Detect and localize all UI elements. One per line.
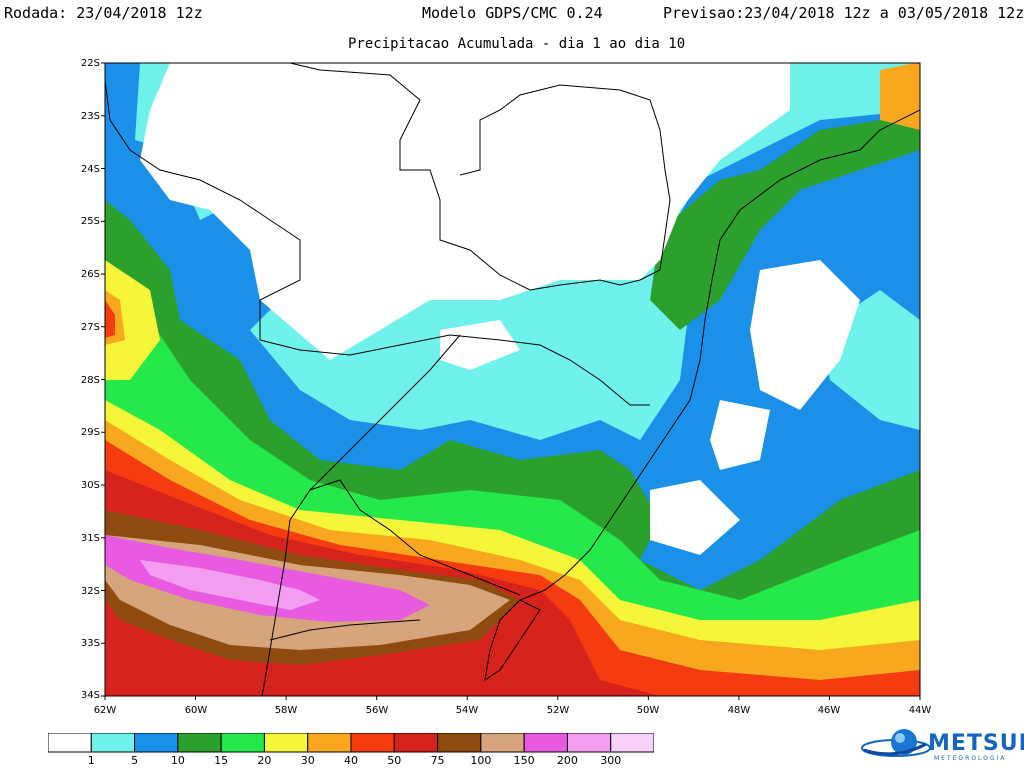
lat-label: 22S <box>80 58 100 69</box>
coastline <box>519 109 920 601</box>
lat-label: 29S <box>80 427 100 438</box>
legend-swatch <box>523 733 568 753</box>
legend-swatch <box>566 733 612 753</box>
legend-swatch <box>307 733 352 753</box>
legend-swatch <box>263 733 309 753</box>
legend-swatch <box>90 733 136 753</box>
legend-label: 100 <box>470 754 492 767</box>
lon-label: 50W <box>636 705 660 716</box>
legend-swatch <box>437 733 482 753</box>
legend-label: 75 <box>430 754 445 767</box>
region-magenta <box>105 535 430 622</box>
region-yellow <box>105 260 160 380</box>
legend-swatch <box>610 733 654 753</box>
lat-label: 30S <box>80 480 100 491</box>
legend-label: 15 <box>214 754 229 767</box>
region-dry <box>140 63 790 360</box>
lat-label: 28S <box>80 375 100 386</box>
header-run: Rodada: 23/04/2018 12z <box>4 4 203 22</box>
lat-label: 27S <box>80 322 100 333</box>
legend-colorbar <box>48 733 654 753</box>
legend-label: 30 <box>300 754 315 767</box>
lat-label: 23S <box>80 111 100 122</box>
map-subtitle: Precipitacao Acumulada - dia 1 ao dia 10 <box>348 36 686 52</box>
brand-name: METSUL <box>928 731 1024 756</box>
lon-label: 58W <box>274 705 298 716</box>
border-uruguay-brazil <box>309 479 521 596</box>
lat-label: 32S <box>80 586 100 597</box>
lat-label: 25S <box>80 216 100 227</box>
header-forecast: Previsao:23/04/2018 12z a 03/05/2018 12z <box>663 4 1024 22</box>
legend-label: 5 <box>131 754 139 767</box>
lon-label: 46W <box>817 705 841 716</box>
legend-label: 50 <box>387 754 402 767</box>
legend-swatch <box>48 733 92 753</box>
header-model: Modelo GDPS/CMC 0.24 <box>422 4 603 22</box>
legend-swatch <box>220 733 265 753</box>
lat-label: 26S <box>80 269 100 280</box>
legend-label: 150 <box>513 754 535 767</box>
region-pink <box>140 560 320 610</box>
lon-label: 56W <box>365 705 389 716</box>
legend-swatch <box>350 733 395 753</box>
legend-label: 1 <box>87 754 95 767</box>
legend-label: 40 <box>344 754 358 767</box>
metsul-logo-icon <box>861 729 931 757</box>
legend-swatch <box>393 733 439 753</box>
lat-label: 33S <box>80 638 100 649</box>
lon-label: 48W <box>727 705 751 716</box>
legend-swatch <box>480 733 525 753</box>
lat-label: 34S <box>80 690 100 701</box>
river-plate <box>269 619 421 641</box>
legend-swatch <box>177 733 222 753</box>
lagoa-dos-patos <box>484 599 541 682</box>
lon-label: 60W <box>184 705 208 716</box>
lat-label: 24S <box>80 164 100 175</box>
legend-label: 200 <box>556 754 578 767</box>
precipitation-map <box>101 62 921 700</box>
brand-tagline: METEOROLOGIA <box>934 755 1007 762</box>
lon-label: 62W <box>93 705 117 716</box>
legend-label: 10 <box>170 754 185 767</box>
legend-label: 20 <box>257 754 272 767</box>
lon-label: 52W <box>546 705 570 716</box>
legend-swatch <box>134 733 179 753</box>
lon-label: 44W <box>908 705 932 716</box>
lon-label: 54W <box>455 705 479 716</box>
legend-label: 300 <box>600 754 622 767</box>
border-brazil-paraguay <box>289 63 671 291</box>
border-argentina <box>259 334 650 406</box>
lat-label: 31S <box>80 533 100 544</box>
